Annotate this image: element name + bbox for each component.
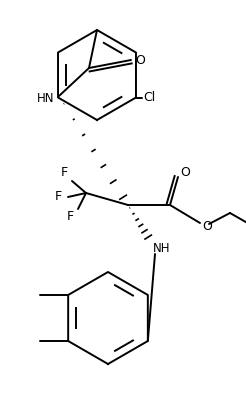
Text: NH: NH — [153, 242, 170, 255]
Text: O: O — [180, 166, 190, 179]
Text: O: O — [202, 219, 212, 232]
Text: F: F — [54, 190, 62, 204]
Text: O: O — [135, 53, 145, 67]
Text: F: F — [61, 166, 68, 179]
Text: F: F — [66, 211, 74, 223]
Text: Cl: Cl — [143, 91, 155, 104]
Text: HN: HN — [37, 91, 55, 105]
